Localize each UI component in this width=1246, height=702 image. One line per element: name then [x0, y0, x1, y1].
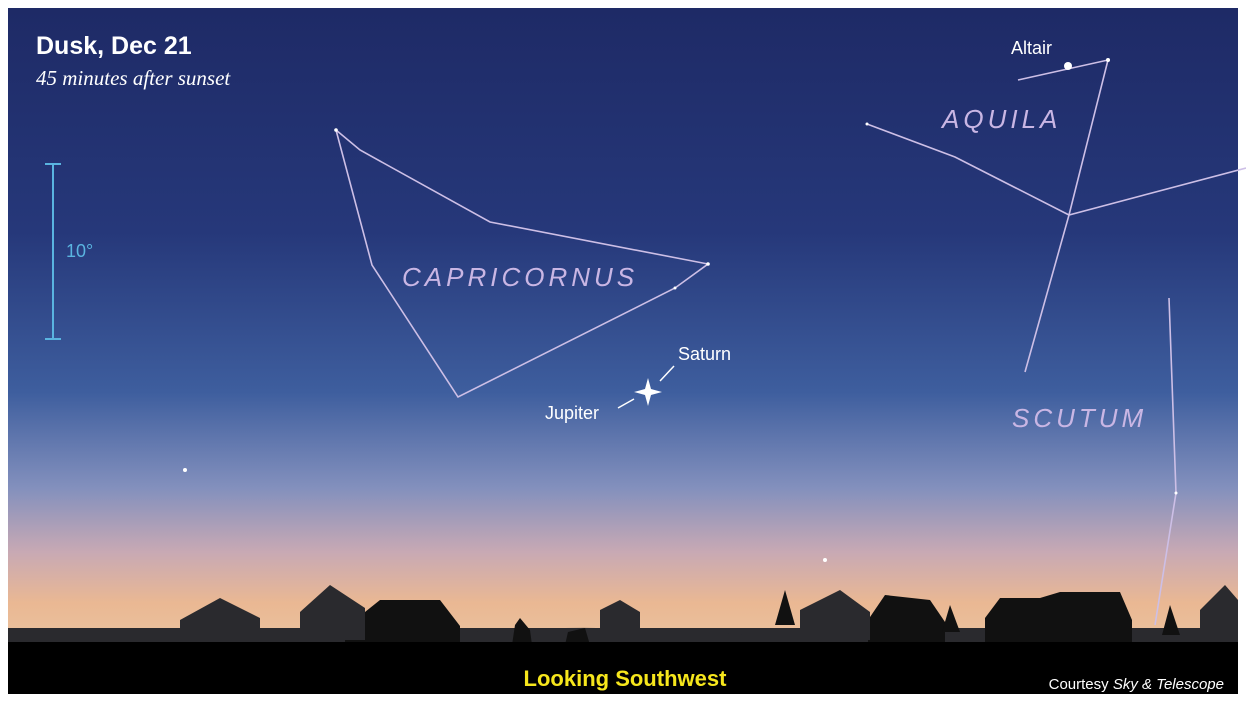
title: Dusk, Dec 21	[36, 32, 192, 60]
planet-label: Jupiter	[545, 403, 599, 423]
constellation-name: CAPRICORNUS	[402, 262, 638, 292]
credit-publication: Sky & Telescope	[1113, 676, 1224, 693]
planet-label: Saturn	[678, 344, 731, 364]
constellation-name: SCUTUM	[1012, 403, 1147, 433]
credit-prefix: Courtesy	[1049, 676, 1110, 693]
credit: Courtesy Sky & Telescope	[1049, 676, 1224, 693]
constellation-name: AQUILA	[940, 104, 1061, 134]
direction-label: Looking Southwest	[524, 666, 728, 691]
scale-label: 10°	[66, 241, 93, 261]
subtitle: 45 minutes after sunset	[36, 66, 231, 90]
star-label: Altair	[1011, 38, 1052, 58]
sky-chart: 10° Dusk, Dec 21 45 minutes after sunset…	[0, 0, 1246, 702]
